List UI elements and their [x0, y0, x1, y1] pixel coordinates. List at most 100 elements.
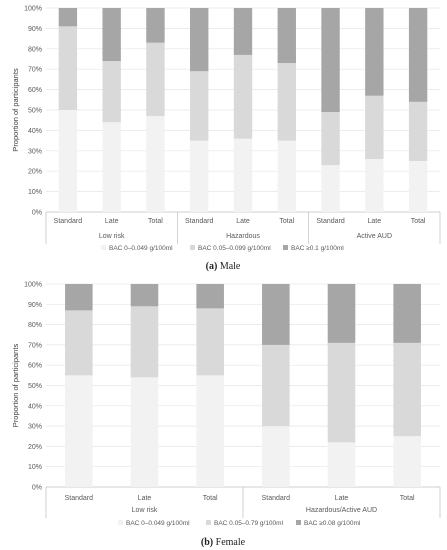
chart-female: 0% 10% 20% 30% 40% 50% 60% 70% 80% 90% 100% Proport… — [11, 282, 441, 548]
bar-segment — [146, 8, 165, 43]
bar-segment — [365, 95, 384, 159]
x-group-label: Low risk — [99, 233, 125, 240]
bar-segment — [277, 63, 296, 141]
legend-entry: BAC 0.05–0.099 g/100ml — [198, 245, 271, 252]
y-tick-label: 100% — [24, 282, 42, 289]
bar-segment — [408, 8, 428, 102]
bar-segment — [233, 8, 253, 55]
y-tick-label: 30% — [28, 424, 42, 431]
bar-segment — [65, 375, 93, 487]
bar-segment — [327, 342, 356, 443]
bar-segment — [327, 284, 356, 343]
caption-text: Female — [213, 537, 245, 548]
y-tick-label: 10% — [28, 464, 42, 471]
bar-segment — [321, 165, 340, 212]
legend-swatch — [118, 520, 123, 525]
legend-entry: BAC 0–0.049 g/100ml — [126, 520, 190, 527]
bar-segment — [365, 8, 384, 96]
bar-segment — [262, 344, 290, 427]
legend-entry: BAC ≥0.08 g/100ml — [304, 520, 361, 527]
y-tick-label: 50% — [28, 108, 42, 115]
y-axis-label: Proportion of participants — [11, 344, 20, 428]
x-category-label: Total — [148, 218, 163, 225]
bar-segment — [130, 284, 159, 307]
bar-segment — [102, 122, 121, 212]
y-tick-label: 80% — [28, 322, 42, 329]
chart-male: 0% 10% 20% 30% 40% 50% 60% 70% 80% 90% 100% Proport… — [11, 6, 441, 272]
bar-segment — [321, 8, 340, 113]
bar-segment — [233, 54, 253, 139]
caption-letter: (a) — [206, 261, 218, 272]
x-category-label: Standard — [262, 495, 291, 502]
x-category-label: Total — [411, 218, 426, 225]
bar-segment — [233, 138, 253, 212]
y-tick-label: 100% — [24, 6, 42, 13]
legend-swatch — [296, 520, 301, 525]
x-category-label: Total — [203, 495, 218, 502]
legend-swatch — [283, 245, 288, 250]
legend-entry: BAC ≥0.1 g/100ml — [291, 245, 344, 252]
figure-caption: (a) Male — [206, 261, 241, 272]
bar-segment — [196, 308, 224, 376]
bar-segment — [65, 310, 93, 376]
y-tick-label: 70% — [28, 342, 42, 349]
bar-segment — [190, 140, 209, 212]
caption-letter: (b) — [201, 537, 213, 548]
x-group-label: Active AUD — [357, 233, 392, 240]
x-category-label: Standard — [316, 218, 345, 225]
bar-segment — [393, 342, 421, 437]
figure-caption: (b) Female — [201, 537, 246, 548]
bar-segment — [262, 426, 290, 487]
caption-text: Male — [217, 261, 241, 272]
bar-segment — [393, 284, 421, 343]
y-tick-label: 60% — [28, 87, 42, 94]
y-tick-label: 50% — [28, 383, 42, 390]
x-group-label: Hazardous — [226, 233, 260, 240]
y-axis-label: Proportion of participants — [11, 68, 20, 152]
bar-segment — [277, 140, 296, 212]
y-tick-label: 90% — [28, 302, 42, 309]
y-tick-label: 70% — [28, 67, 42, 74]
y-tick-label: 80% — [28, 46, 42, 53]
y-tick-label: 60% — [28, 363, 42, 370]
y-tick-label: 0% — [32, 485, 42, 492]
y-tick-label: 90% — [28, 26, 42, 33]
x-category-label: Total — [279, 218, 294, 225]
x-category-label: Late — [138, 495, 152, 502]
y-tick-label: 20% — [28, 444, 42, 451]
bar-segment — [58, 8, 78, 27]
y-tick-label: 20% — [28, 169, 42, 176]
x-category-label: Late — [236, 218, 250, 225]
bar-segment — [365, 158, 384, 212]
bar-segment — [327, 442, 356, 487]
y-tick-label: 40% — [28, 128, 42, 135]
y-tick-label: 30% — [28, 148, 42, 155]
bar-segment — [65, 284, 93, 311]
bar-segment — [196, 284, 224, 309]
bar-segment — [58, 26, 78, 110]
x-category-label: Standard — [54, 218, 83, 225]
x-group-label: Low risk — [132, 507, 158, 514]
y-tick-label: 10% — [28, 189, 42, 196]
x-category-label: Late — [105, 218, 119, 225]
bar-segment — [130, 306, 159, 378]
y-tick-label: 40% — [28, 403, 42, 410]
bar-segment — [190, 71, 209, 141]
x-category-label: Late — [368, 218, 382, 225]
legend-entry: BAC 0.05–0.79 g/100ml — [214, 520, 284, 527]
bar-segment — [102, 61, 121, 123]
bar-segment — [196, 375, 224, 487]
bar-segment — [321, 112, 340, 166]
bar-segment — [146, 116, 165, 212]
x-category-label: Standard — [65, 495, 94, 502]
legend-swatch — [190, 245, 195, 250]
bar-segment — [58, 110, 78, 212]
bar-segment — [277, 8, 296, 64]
x-category-label: Standard — [185, 218, 214, 225]
bar-segment — [130, 377, 159, 487]
bar-segment — [146, 42, 165, 117]
bar-segment — [190, 8, 209, 72]
legend-swatch — [206, 520, 211, 525]
bar-segment — [408, 161, 428, 212]
